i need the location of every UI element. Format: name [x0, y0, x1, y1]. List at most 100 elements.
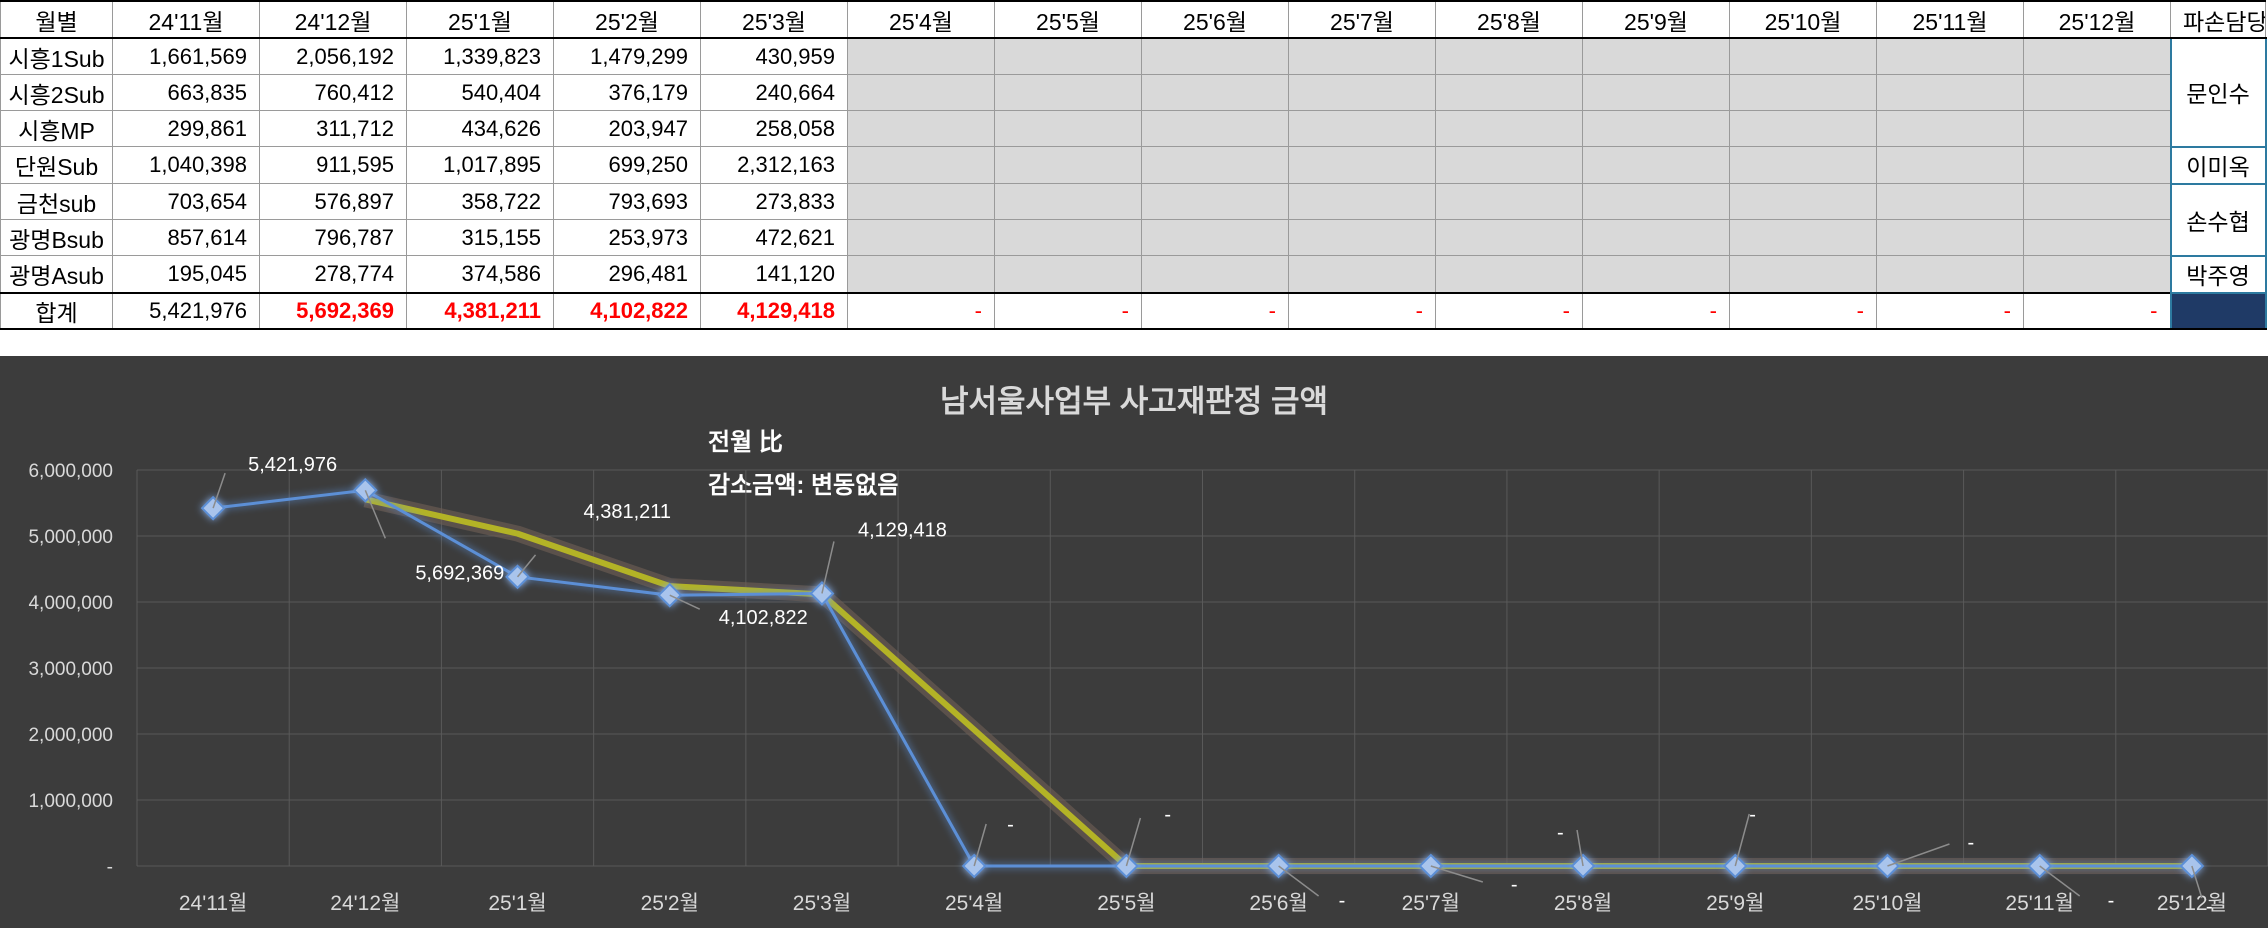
empty-cell — [1876, 146, 2024, 184]
empty-cell — [1435, 183, 1583, 220]
data-label-leader — [1430, 865, 1484, 883]
empty-cell — [1876, 74, 2024, 111]
row-label: 시흥1Sub — [0, 37, 113, 75]
data-point-marker — [505, 564, 530, 590]
empty-cell — [2023, 146, 2171, 184]
empty-cell — [1435, 110, 1583, 147]
empty-cell — [1141, 255, 1289, 293]
data-label: - — [1511, 874, 1518, 896]
x-tick-label: 25'6월 — [1249, 892, 1307, 915]
table-row: 시흥MP 299,861 311,712 434,626 203,947 258,058 — [0, 110, 2266, 147]
total-value-cell: 4,102,822 — [553, 291, 701, 330]
value-cell: 430,959 — [700, 37, 848, 75]
table-row: 금천sub 703,654 576,897 358,722 793,693 273,833… — [0, 182, 2267, 257]
total-label: 합계 — [0, 291, 113, 330]
manager-cell: 이미옥 — [2169, 145, 2267, 185]
data-label: - — [2206, 896, 2213, 918]
value-cell: 540,404 — [406, 74, 554, 111]
table-row: 단원Sub 1,040,398 911,595 1,017,895 699,250 2,3… — [0, 145, 2267, 185]
empty-cell — [1876, 255, 2024, 293]
data-label-leader — [516, 554, 537, 578]
manager-cell: 문인수 — [2169, 37, 2267, 148]
chart-area: 남서울사업부 사고재판정 금액 전월 比 감소금액: 변동없음 - 1,000,0… — [0, 356, 2268, 928]
empty-cell — [1729, 255, 1877, 293]
empty-cell — [1729, 183, 1877, 220]
empty-cell — [1876, 219, 2024, 256]
total-value-cell: 5,692,369 — [259, 291, 407, 330]
x-tick-label: 25'8월 — [1554, 892, 1612, 915]
data-label-leader — [1887, 843, 1950, 867]
y-tick-label: - — [107, 857, 113, 878]
data-label: - — [1007, 814, 1014, 836]
empty-cell — [1288, 146, 1436, 184]
value-cell: 258,058 — [700, 110, 848, 147]
empty-cell — [1582, 255, 1730, 293]
empty-cell — [994, 219, 1142, 256]
manager-cell: 박주영 — [2169, 254, 2267, 294]
empty-cell — [1435, 146, 1583, 184]
value-cell: 374,586 — [406, 255, 554, 293]
header-manager: 파손담당 — [2170, 0, 2266, 39]
value-cell: 315,155 — [406, 219, 554, 256]
data-label-leader — [2039, 865, 2081, 897]
y-tick-label: 4,000,000 — [28, 593, 113, 614]
trendline-shadow — [363, 491, 2192, 874]
data-label: 4,381,211 — [584, 501, 672, 523]
y-tick-label: 2,000,000 — [28, 725, 113, 746]
total-value-cell: - — [1288, 291, 1436, 330]
total-value-cell: - — [1582, 291, 1730, 330]
data-table-region: 월별 24'11월 24'12월 25'1월 25'2월 25'3월 25'4월 25'5월 2… — [0, 0, 2268, 330]
empty-cell — [1141, 74, 1289, 111]
empty-cell — [2023, 74, 2171, 111]
value-cell: 195,045 — [112, 255, 260, 293]
data-label-leader — [1125, 817, 1142, 867]
empty-cell — [847, 110, 995, 147]
data-label-leader — [669, 594, 701, 610]
empty-cell — [994, 74, 1142, 111]
data-label-leader — [1734, 813, 1750, 867]
x-tick-label: 25'1월 — [488, 892, 546, 915]
value-cell: 240,664 — [700, 74, 848, 111]
empty-cell — [1288, 37, 1436, 75]
empty-cell — [847, 255, 995, 293]
empty-cell — [1288, 110, 1436, 147]
empty-cell — [1288, 255, 1436, 293]
empty-cell — [1435, 74, 1583, 111]
row-label: 광명Bsub — [0, 219, 113, 256]
header-month-11: 25'10월 — [1729, 0, 1877, 39]
data-label-leader — [1278, 865, 1320, 897]
empty-cell — [1876, 183, 2024, 220]
empty-cell — [994, 37, 1142, 75]
data-label: 4,102,822 — [719, 607, 808, 629]
row-label: 광명Asub — [0, 255, 113, 293]
data-label: - — [1339, 890, 1346, 912]
value-cell: 273,833 — [700, 183, 848, 220]
empty-cell — [847, 146, 995, 184]
value-cell: 311,712 — [259, 110, 407, 147]
empty-cell — [2023, 37, 2171, 75]
header-month-9: 25'8월 — [1435, 0, 1583, 39]
empty-cell — [1582, 219, 1730, 256]
x-tick-label: 25'10월 — [1852, 892, 1922, 915]
table-row: 시흥2Sub 663,835 760,412 540,404 376,179 240,66… — [0, 74, 2266, 111]
row-label: 시흥MP — [0, 110, 113, 147]
header-month-10: 25'9월 — [1582, 0, 1730, 39]
empty-cell — [2023, 110, 2171, 147]
empty-cell — [1288, 219, 1436, 256]
value-cell: 296,481 — [553, 255, 701, 293]
value-cell: 793,693 — [553, 183, 701, 220]
line-chart: 남서울사업부 사고재판정 금액 전월 比 감소금액: 변동없음 - 1,000,0… — [28, 384, 2268, 918]
series-line — [212, 488, 2192, 868]
header-month-12: 25'11월 — [1876, 0, 2024, 39]
data-point-marker — [200, 495, 226, 521]
manager-total-cell — [2169, 291, 2267, 330]
value-cell: 203,947 — [553, 110, 701, 147]
empty-cell — [1288, 183, 1436, 220]
header-month-label: 월별 — [0, 0, 113, 39]
data-label: - — [1557, 822, 1564, 844]
total-value-cell: - — [1141, 291, 1289, 330]
table-header-row: 월별 24'11월 24'12월 25'1월 25'2월 25'3월 25'4월 25'5월 2… — [0, 0, 2266, 39]
empty-cell — [847, 183, 995, 220]
table-row: 시흥1Sub 1,661,569 2,056,192 1,339,823 1,479,2… — [0, 37, 2267, 148]
data-label: 4,129,418 — [858, 519, 947, 541]
